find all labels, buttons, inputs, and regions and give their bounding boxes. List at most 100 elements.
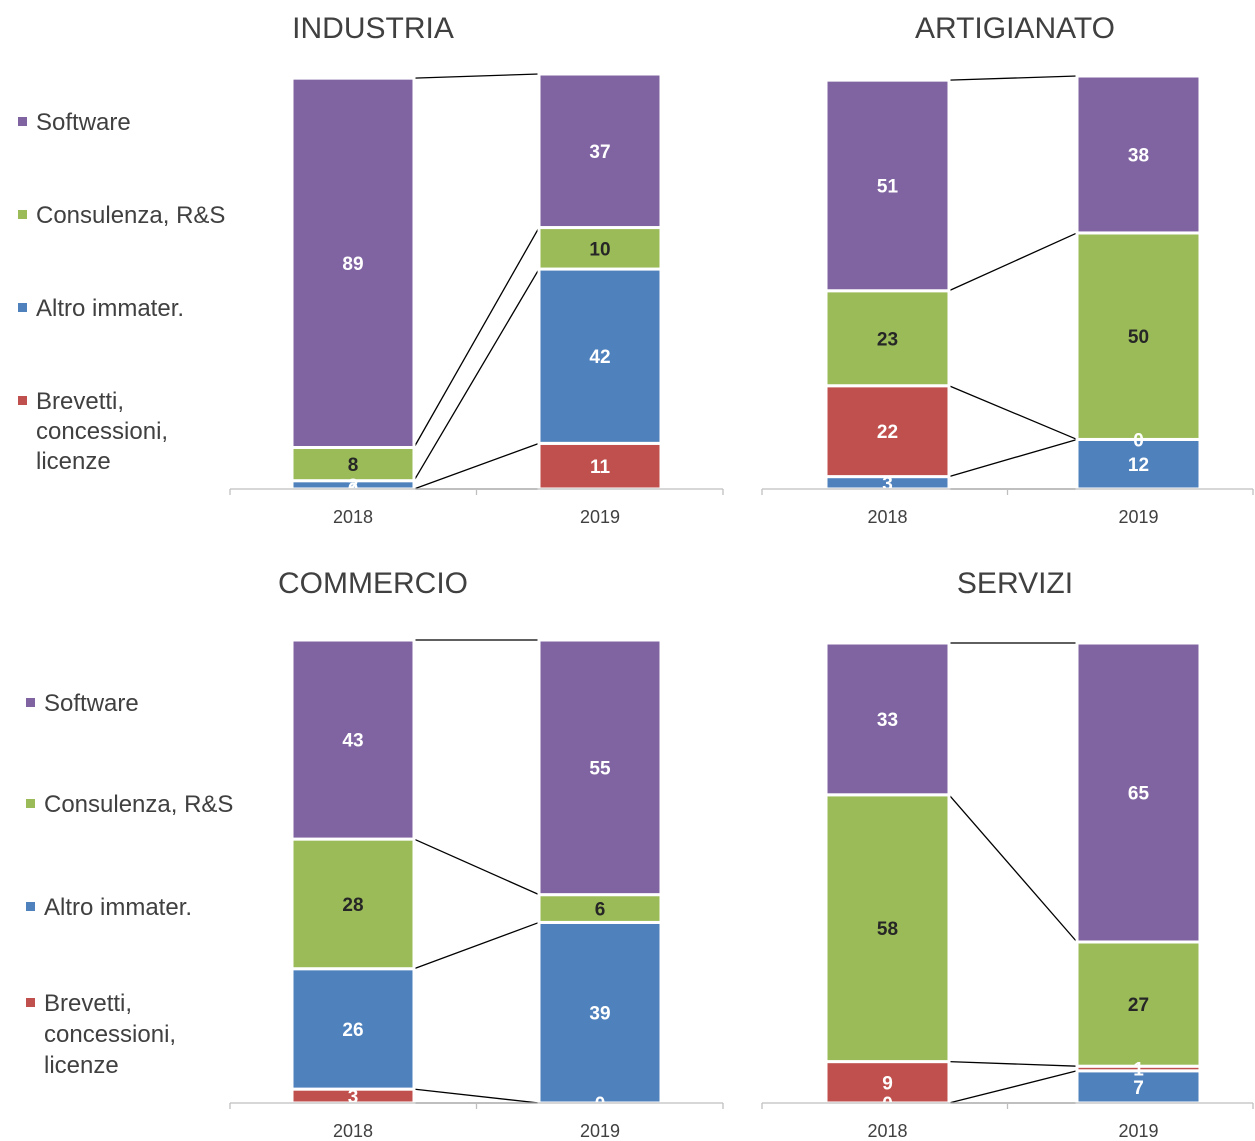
x-axis: 2018 2019 (761, 488, 1254, 527)
series-line-altro-immater (413, 268, 540, 482)
data-label-software: 51 (877, 176, 899, 197)
bar-segment-brevetti-concessioni-licenze (824, 384, 951, 479)
bar-2019 (1075, 641, 1202, 1105)
bar-segment-consulenza-r-s (824, 289, 951, 388)
data-label-software: 55 (589, 758, 611, 779)
series-line-software (413, 73, 540, 79)
bar-segment-consulenza-r-s (290, 446, 416, 483)
legend-label: Altro immater. (44, 894, 192, 921)
series-line-brevetti-concessioni-licenze (413, 1088, 540, 1104)
legend-item-altro-immater: Altro immater. (18, 295, 184, 322)
x-axis: 2018 2019 (761, 1102, 1254, 1141)
series-line-brevetti-concessioni-licenze (948, 1060, 1078, 1067)
value-labels-2018: 09 58 33 (877, 710, 898, 1115)
data-label-brevetti-concessioni-licenze: 11 (590, 457, 611, 478)
legend-label: Altro immater. (36, 295, 184, 322)
bar-segment-software (537, 72, 663, 230)
panel-artigianato: ARTIGIANATO 3 22 23 51 12 0 50 38 2018 2019 (761, 12, 1254, 527)
legend-item-brevetti-concessioni-licenze: Brevetti, concessioni, licenze (26, 990, 176, 1079)
x-tick-label: 2018 (333, 507, 373, 527)
legend-label: Brevetti, (36, 388, 124, 415)
value-labels-2019: 0 39 6 55 (589, 758, 611, 1115)
legend-item-software: Software (26, 690, 139, 717)
series-line-brevetti-concessioni-licenze (948, 385, 1078, 441)
data-label-software: 38 (1128, 145, 1149, 166)
legend-swatch (26, 902, 35, 911)
legend-swatch (18, 396, 27, 405)
bar-segment-software (290, 638, 416, 841)
legend-item-consulenza-r-s: Consulenza, R&S (18, 202, 225, 229)
bar-2018 (824, 641, 951, 1105)
series-line-brevetti-concessioni-licenze (413, 442, 540, 490)
bar-segment-altro-immater (537, 267, 663, 445)
legend-swatch (18, 303, 27, 312)
data-label-altro-immater: 2 (348, 476, 359, 497)
bar-segment-software (824, 641, 951, 797)
value-labels-2019: 12 0 50 38 (1128, 145, 1149, 476)
legend-item-brevetti-concessioni-licenze: Brevetti, concessioni, licenze (18, 388, 168, 475)
x-axis: 2018 2019 (229, 488, 724, 527)
series-line-altro-immater (948, 438, 1078, 478)
legend-swatch (26, 799, 35, 808)
data-label-brevetti-concessioni-licenze: 0 (348, 480, 359, 501)
data-label-software: 37 (589, 142, 610, 163)
legend-label: licenze (36, 448, 111, 475)
x-tick-label: 2018 (867, 1121, 907, 1141)
legend-swatch (26, 698, 35, 707)
data-label-brevetti-concessioni-licenze: 9 (882, 1073, 893, 1094)
value-labels-2018: 028 89 (342, 254, 363, 501)
chart-title: COMMERCIO (278, 567, 468, 600)
legend-top: Software Consulenza, R&S Altro immater. Bre… (18, 109, 225, 475)
bar-segment-altro-immater (1075, 1069, 1202, 1105)
data-label-consulenza-r-s: 23 (877, 329, 898, 350)
series-lines (948, 642, 1078, 1104)
bar-2019 (537, 638, 663, 1105)
data-label-consulenza-r-s: 58 (877, 919, 898, 940)
data-label-consulenza-r-s: 27 (1128, 995, 1149, 1016)
x-tick-label: 2019 (580, 1121, 620, 1141)
data-label-consulenza-r-s: 28 (342, 895, 363, 916)
data-label-consulenza-r-s: 10 (589, 239, 610, 260)
series-line-software (948, 75, 1078, 81)
chart-title: ARTIGIANATO (915, 12, 1115, 45)
legend-swatch (18, 117, 27, 126)
data-label-altro-immater: 12 (1128, 455, 1149, 476)
bar-segment-software (1075, 74, 1202, 235)
data-label-consulenza-r-s: 6 (595, 900, 606, 921)
bar-2018 (290, 638, 416, 1105)
bar-segment-altro-immater (290, 967, 416, 1091)
bar-segment-software (1075, 641, 1202, 944)
panel-servizi: SERVIZI 09 58 33 71 27 65 2018 2019 (761, 567, 1254, 1141)
data-label-altro-immater: 7 (1133, 1078, 1144, 1099)
data-label-software: 43 (342, 731, 363, 752)
legend-label: Consulenza, R&S (36, 202, 225, 229)
bar-segment-software (537, 638, 663, 897)
data-label-software: 65 (1128, 784, 1150, 805)
x-axis: 2018 2019 (229, 1102, 724, 1141)
legend-label: Consulenza, R&S (44, 791, 233, 818)
bar-2018 (290, 76, 416, 491)
data-label-altro-immater: 26 (342, 1020, 363, 1041)
legend-label: licenze (44, 1052, 119, 1079)
data-label-brevetti-concessioni-licenze: 3 (348, 1087, 359, 1108)
data-label-altro-immater: 3 (882, 474, 893, 495)
legend-swatch (26, 998, 35, 1007)
data-label-software: 33 (877, 710, 898, 731)
x-tick-label: 2018 (333, 1121, 373, 1141)
data-label-brevetti-concessioni-licenze: 0 (595, 1094, 606, 1115)
x-tick-label: 2018 (867, 507, 907, 527)
value-labels-2018: 3 26 28 43 (342, 731, 363, 1109)
series-lines (413, 73, 540, 490)
bar-segment-consulenza-r-s (1075, 940, 1202, 1068)
bar-2018 (824, 78, 951, 491)
series-line-altro-immater (948, 1070, 1078, 1104)
bar-segment-software (824, 78, 951, 293)
legend-label: concessioni, (44, 1021, 176, 1048)
legend-swatch (18, 210, 27, 219)
value-labels-2019: 71 27 65 (1128, 784, 1150, 1099)
series-line-consulenza-r-s (948, 232, 1078, 292)
value-labels-2019: 11 42 10 37 (589, 142, 610, 478)
legend-label: concessioni, (36, 418, 168, 445)
bar-segment-consulenza-r-s (537, 893, 663, 924)
x-tick-label: 2019 (580, 507, 620, 527)
